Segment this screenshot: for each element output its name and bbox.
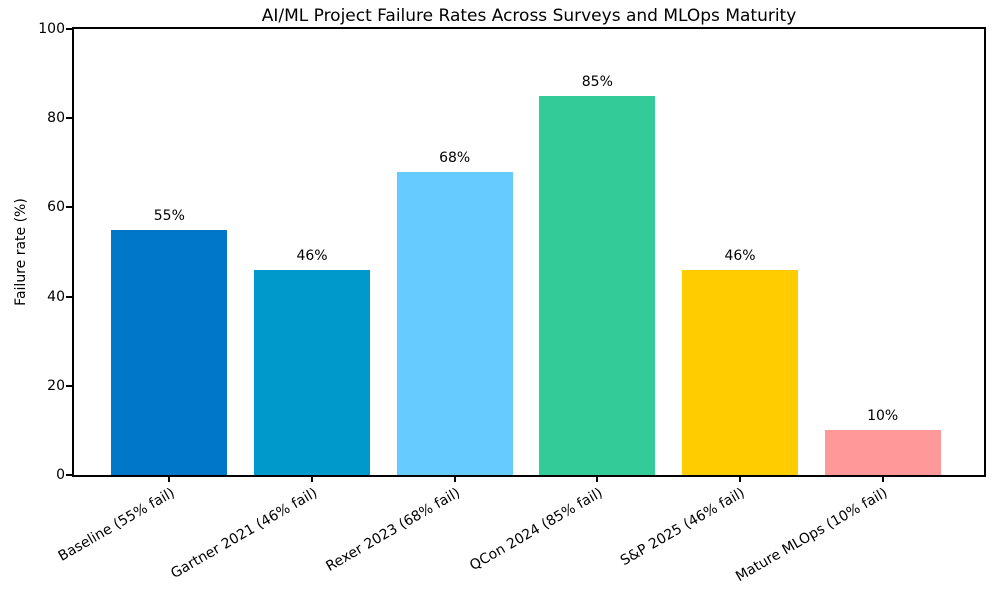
bar-4 — [682, 269, 798, 475]
x-tick-mark-5 — [881, 477, 884, 482]
y-tick-mark-0 — [66, 474, 72, 476]
x-tick-label-3: QCon 2024 (85% fail) — [466, 485, 606, 575]
x-tick-mark-0 — [168, 477, 171, 482]
x-tick-label-1: Gartner 2021 (46% fail) — [168, 485, 320, 582]
bar-5 — [824, 430, 941, 475]
y-tick-label-0: 0 — [56, 467, 65, 483]
y-tick-mark-2 — [66, 295, 72, 298]
y-tick-label-2: 40 — [47, 288, 65, 305]
bar-value-label-0: 55% — [153, 207, 185, 224]
y-tick-mark-3 — [66, 206, 72, 209]
y-tick-label-3: 60 — [47, 199, 65, 216]
y-tick-label-1: 20 — [47, 377, 65, 394]
x-tick-label-2: Rexer 2023 (68% fail) — [323, 485, 463, 575]
bar-value-label-1: 46% — [296, 247, 328, 264]
bar-3 — [539, 95, 656, 475]
bar-value-label-2: 68% — [439, 149, 471, 166]
y-tick-mark-4 — [66, 117, 72, 120]
y-tick-label-4: 80 — [47, 110, 65, 127]
bar-0 — [111, 229, 228, 475]
x-tick-label-5: Mature MLOps (10% fail) — [733, 485, 891, 586]
bar-value-label-5: 10% — [867, 408, 899, 425]
bars-container: 55% 46% 68% 85% 46% 10% — [74, 29, 984, 475]
chart-title: AI/ML Project Failure Rates Across Surve… — [261, 6, 797, 26]
y-tick-mark-5 — [66, 28, 72, 30]
bar-2 — [396, 171, 513, 475]
x-tick-mark-1 — [311, 477, 313, 482]
x-tick-mark-4 — [739, 477, 741, 482]
y-axis-label-wrap: Failure rate (%) — [12, 29, 30, 475]
plot-area: 55% 46% 68% 85% 46% 10% — [72, 27, 986, 477]
x-tick-mark-2 — [453, 477, 456, 482]
y-tick-label-5: 100 — [38, 21, 65, 37]
x-tick-label-0: Baseline (55% fail) — [55, 485, 178, 565]
bar-value-label-3: 85% — [581, 73, 613, 90]
x-tick-mark-3 — [596, 477, 599, 482]
y-tick-mark-1 — [66, 384, 72, 387]
x-tick-label-4: S&P 2025 (46% fail) — [618, 485, 748, 570]
bar-value-label-4: 46% — [724, 247, 756, 264]
bar-1 — [254, 269, 370, 475]
